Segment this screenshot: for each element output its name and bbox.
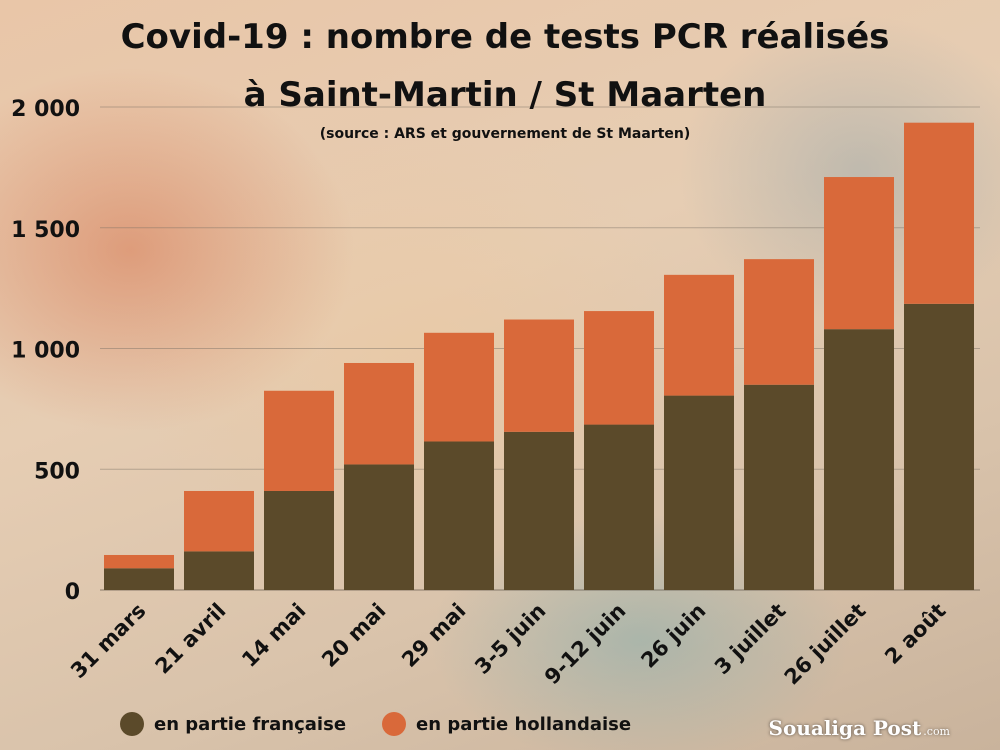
bar-french-5 — [504, 431, 574, 590]
bar-french-8 — [744, 384, 814, 590]
x-tick-label: 2 août — [880, 599, 950, 669]
bar-french-7 — [664, 395, 734, 590]
bars — [104, 122, 974, 590]
chart-title-line2: à Saint-Martin / St Maarten — [244, 75, 767, 115]
x-tick-label: 14 mai — [237, 599, 310, 672]
logo-text: Soualiga Post — [768, 716, 922, 740]
x-tick-label: 3 juillet — [710, 599, 791, 680]
bar-dutch-5 — [504, 319, 574, 432]
legend-swatch-dutch — [382, 712, 407, 736]
bar-dutch-3 — [344, 362, 414, 465]
x-tick-label: 3-5 juin — [470, 599, 550, 679]
bar-dutch-7 — [664, 274, 734, 396]
logo-suffix: .com — [923, 725, 950, 738]
y-tick-label: 1 000 — [11, 339, 80, 364]
legend-label-dutch: en partie hollandaise — [416, 713, 632, 735]
bar-french-4 — [424, 441, 494, 590]
legend: en partie française en partie hollandais… — [120, 712, 667, 736]
y-tick-label: 0 — [65, 580, 80, 605]
x-tick-label: 31 mars — [66, 599, 150, 683]
x-tick-label: 26 juin — [636, 599, 710, 673]
bar-french-6 — [584, 424, 654, 590]
y-tick-label: 500 — [34, 459, 80, 484]
x-axis: 31 mars 21 avril 14 mai 20 mai 29 mai 3-5 jui… — [66, 599, 950, 690]
chart-subtitle: (source : ARS et gouvernement de St Maar… — [320, 126, 691, 142]
bar-french-10 — [904, 303, 974, 590]
bar-french-1 — [184, 551, 254, 590]
bar-french-9 — [824, 329, 894, 590]
bar-dutch-1 — [184, 490, 254, 552]
x-tick-label: 9-12 juin — [540, 599, 631, 690]
bar-dutch-0 — [104, 554, 174, 569]
y-axis: 0 500 1 000 1 500 2 000 — [11, 97, 80, 605]
legend-item-french: en partie française — [120, 712, 346, 736]
x-tick-label: 20 mai — [317, 599, 390, 672]
bar-dutch-2 — [264, 390, 334, 491]
x-tick-label: 29 mai — [397, 599, 470, 672]
soualiga-post-logo: Soualiga Post .com — [769, 716, 950, 740]
chart-title: Covid-19 : nombre de tests PCR réalisés — [121, 17, 890, 57]
bar-dutch-4 — [424, 332, 494, 442]
legend-label-french: en partie française — [154, 713, 347, 735]
legend-swatch-french — [120, 712, 144, 736]
x-tick-label: 21 avril — [151, 599, 231, 679]
bar-french-3 — [344, 464, 414, 590]
bar-dutch-9 — [824, 177, 894, 330]
y-tick-label: 2 000 — [11, 97, 80, 122]
bar-dutch-10 — [904, 122, 974, 304]
x-tick-label: 26 juillet — [780, 599, 871, 690]
bar-french-2 — [264, 490, 334, 590]
y-tick-label: 1 500 — [11, 218, 80, 243]
legend-item-dutch: en partie hollandaise — [382, 712, 631, 736]
bar-french-0 — [104, 568, 174, 590]
bar-dutch-6 — [584, 311, 654, 425]
bar-dutch-8 — [744, 259, 814, 385]
